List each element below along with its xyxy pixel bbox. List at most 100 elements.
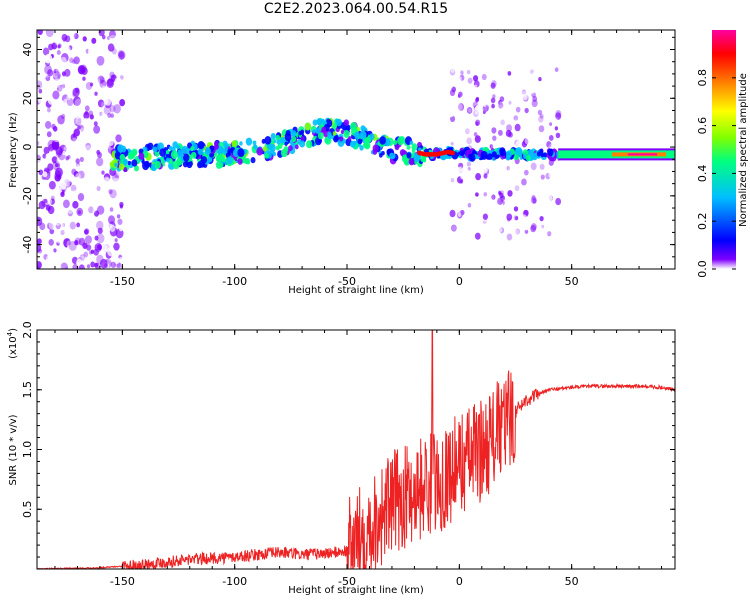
spectral-blob — [163, 136, 170, 144]
spectral-blob — [47, 69, 54, 77]
spectral-blob — [96, 233, 105, 244]
spectral-blob — [324, 160, 328, 165]
spectral-blob — [554, 67, 559, 72]
spectral-blob — [37, 60, 42, 69]
spectral-blob — [215, 160, 223, 169]
spectral-blob — [60, 214, 65, 220]
spectral-blob — [369, 133, 375, 140]
spectral-blob — [383, 117, 389, 124]
spectral-blob — [514, 123, 521, 132]
spectral-blob — [524, 85, 530, 92]
spectral-blob — [81, 102, 88, 111]
spectral-blob — [482, 213, 488, 220]
spectral-blob — [449, 89, 456, 97]
spectral-blob — [332, 131, 337, 136]
spectral-blob — [540, 174, 545, 180]
y-tick-label: 1.0 — [21, 441, 34, 459]
spectral-blob — [482, 184, 487, 190]
spectral-blob — [52, 262, 59, 269]
spectral-blob — [312, 152, 318, 158]
spectral-blob — [540, 202, 546, 209]
spectral-blob — [352, 102, 356, 107]
spectral-blob — [160, 134, 165, 140]
spectral-blob — [532, 231, 537, 237]
spectral-blob — [307, 102, 312, 108]
spectral-blob — [228, 134, 234, 141]
spectral-blob — [90, 154, 98, 165]
spectral-blob — [466, 137, 472, 145]
spectral-blob — [556, 192, 562, 200]
spectral-blob — [235, 167, 239, 171]
spectral-blob — [82, 36, 87, 42]
spectral-blob — [119, 99, 126, 107]
spectral-blob — [537, 235, 544, 243]
spectral-blob — [101, 170, 105, 175]
spectral-blob — [465, 128, 470, 135]
spectral-blob — [319, 107, 323, 112]
spectral-blob — [483, 107, 488, 112]
spectral-blob — [450, 177, 455, 183]
spectral-blob — [93, 210, 100, 217]
spectral-blob — [489, 144, 494, 149]
spectral-blob — [299, 164, 303, 169]
spectral-blob — [73, 45, 78, 50]
spectral-blob — [547, 148, 554, 157]
spectral-blob — [37, 261, 42, 269]
spectral-blob — [497, 235, 503, 243]
spectral-blob — [127, 151, 134, 160]
spectral-blob — [538, 76, 542, 82]
spectral-blob — [179, 151, 184, 157]
spectral-blob — [97, 244, 102, 251]
spectral-blob — [483, 192, 488, 197]
spectral-blob — [201, 156, 208, 164]
spectral-blob — [85, 59, 92, 67]
spectral-blob — [51, 156, 58, 164]
spectral-blob — [88, 218, 94, 226]
spectral-blob — [320, 161, 326, 168]
spectral-blob — [37, 243, 42, 253]
spectral-blob — [508, 100, 512, 105]
spectral-blob — [118, 31, 122, 36]
spectral-blob — [147, 142, 154, 151]
spectral-blob — [464, 126, 471, 134]
spectral-blob — [286, 167, 292, 174]
spectral-blob — [69, 115, 78, 125]
spectral-blob — [397, 136, 405, 146]
spectral-blob — [273, 163, 277, 167]
spectral-blob — [88, 206, 94, 214]
spectral-blob — [459, 224, 464, 230]
spectral-blob — [77, 181, 85, 191]
spectral-blob — [71, 105, 75, 110]
spectral-blob — [97, 75, 105, 84]
spectral-blob — [490, 183, 497, 192]
spectral-blob — [482, 236, 488, 242]
spectral-blob — [514, 216, 519, 221]
spectral-blob — [255, 168, 258, 173]
spectral-blob — [360, 161, 364, 165]
spectral-blob — [185, 171, 191, 179]
spectral-blob — [400, 160, 403, 164]
spectral-blob — [391, 127, 395, 132]
spectral-blob — [320, 101, 326, 107]
spectral-blob — [467, 77, 473, 84]
spectral-blob — [45, 153, 52, 161]
spectral-blob — [491, 127, 497, 134]
spectral-blob — [481, 73, 487, 81]
spectral-blob — [499, 96, 505, 102]
spectral-blob — [109, 207, 114, 212]
spectral-blob — [49, 228, 55, 235]
spectral-blob — [468, 153, 473, 160]
spectral-blob — [219, 169, 224, 175]
spectral-blob — [247, 169, 252, 176]
spectral-blob — [460, 174, 465, 180]
spectral-blob — [245, 171, 248, 175]
x-tick-label: -100 — [222, 575, 247, 588]
spectral-blob — [239, 141, 243, 146]
spectral-blob — [52, 133, 60, 143]
spectral-blob — [109, 63, 117, 72]
spectral-blob — [515, 147, 523, 156]
spectral-blob — [263, 114, 267, 119]
spectral-blob — [176, 117, 180, 122]
spectral-blob — [222, 140, 228, 148]
spectral-blob — [214, 143, 219, 150]
